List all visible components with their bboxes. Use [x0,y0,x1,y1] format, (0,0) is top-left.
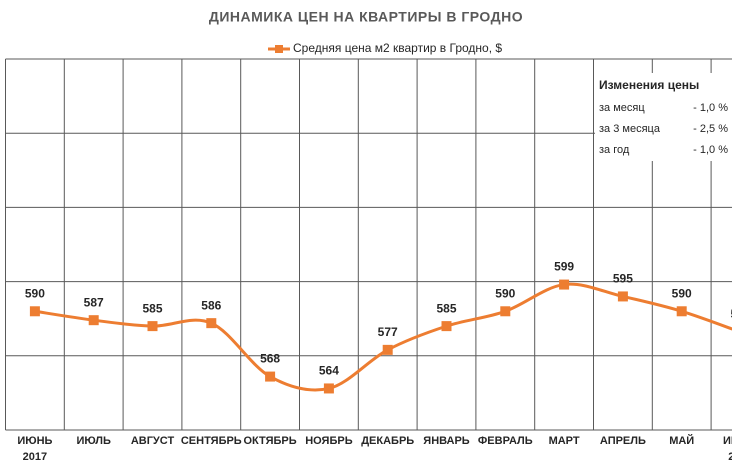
data-label: 583 [730,307,732,321]
data-label: 590 [672,286,692,300]
x-tick-label: МАЙ [669,434,694,447]
data-label: 585 [436,301,456,315]
x-tick-label: ОКТЯБРЬ [244,435,297,447]
x-tick-label: АПРЕЛЬ [600,435,646,447]
data-label: 577 [378,325,398,339]
marker [559,279,570,290]
marker [147,321,158,332]
data-label: 586 [201,298,221,312]
marker [617,291,628,302]
marker [441,321,452,332]
marker [382,344,393,355]
x-tick-label: ЯНВАРЬ [423,435,470,447]
marker [206,318,217,329]
x-tick-label: ИЮНЬ [723,435,732,447]
data-label: 595 [613,272,633,286]
data-label: 568 [260,352,280,366]
legend: Средняя цена м2 квартир в Гродно, $ [268,41,502,55]
x-tick-label: МАРТ [549,435,580,447]
changes-value: - 2,5 % [693,123,728,135]
marker [323,383,334,394]
marker [265,371,276,382]
x-tick-label: ИЮНЬ [17,435,52,447]
data-label: 564 [319,364,339,378]
data-label: 585 [142,301,162,315]
marker [29,306,40,317]
changes-label: за 3 месяца [599,123,661,135]
data-label: 587 [84,295,104,309]
legend-label: Средняя цена м2 квартир в Гродно, $ [293,41,502,55]
x-tick-label: АВГУСТ [131,435,175,447]
data-label: 599 [554,260,574,274]
changes-label: за год [599,144,630,156]
x-tick-label: НОЯБРЬ [305,435,353,447]
x-tick-label: ИЮЛЬ [76,435,111,447]
changes-box [595,73,732,161]
data-label: 590 [495,286,515,300]
x-tick-label: ДЕКАБРЬ [361,435,414,447]
changes-value: - 1,0 % [693,144,728,156]
changes-title: Изменения цены [599,78,699,92]
legend-marker [275,45,283,53]
marker [88,315,99,326]
marker [500,306,511,317]
x-tick-label: 2017 [23,451,47,463]
x-tick-label: СЕНТЯБРЬ [181,435,242,447]
x-tick-label: ФЕВРАЛЬ [478,435,533,447]
chart-title: ДИНАМИКА ЦЕН НА КВАРТИРЫ В ГРОДНО [209,9,523,25]
changes-label: за месяц [599,102,645,114]
changes-value: - 1,0 % [693,102,728,114]
marker [676,306,687,317]
data-label: 590 [25,286,45,300]
x-tick-label: 2018 [728,451,732,463]
